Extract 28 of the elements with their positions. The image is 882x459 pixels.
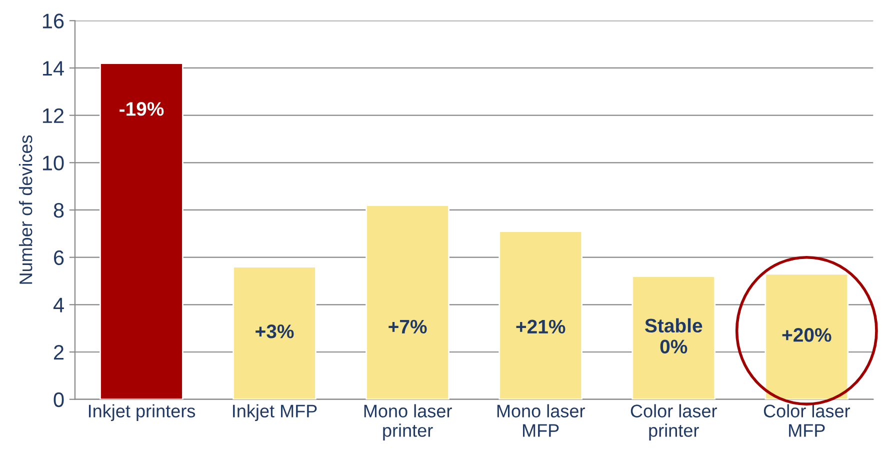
y-tick-label: 0 (54, 392, 64, 408)
y-tick-label: 14 (42, 61, 64, 76)
annotation: +21% (516, 320, 566, 334)
y-tick-label: 10 (42, 156, 64, 170)
annotation: -19% (120, 102, 164, 116)
annotation: +3% (256, 324, 294, 338)
x-tick-label: Mono laser printer (364, 404, 452, 440)
annotation: +20% (782, 328, 832, 342)
y-tick-label: 12 (42, 108, 64, 123)
bar (498, 230, 583, 400)
x-tick-label: Color laser MFP (764, 404, 850, 437)
bar (100, 62, 184, 400)
y-tick-label: 16 (42, 14, 64, 28)
bar (764, 273, 849, 400)
y-tick-label: 2 (54, 344, 64, 360)
x-tick-label: Mono laser MFP (497, 404, 585, 437)
bar (632, 276, 716, 400)
bar (232, 266, 316, 400)
bar (366, 204, 450, 400)
y-tick-label: 8 (54, 202, 64, 218)
y-tick-label: 4 (53, 298, 64, 312)
y-axis-title: Number of devices (18, 135, 32, 284)
x-tick-label: Color laser printer (630, 404, 717, 440)
annotation: +7% (388, 320, 427, 334)
x-tick-label: Inkjet printers (88, 404, 196, 422)
y-tick-label: 6 (54, 250, 64, 266)
x-tick-label: Inkjet MFP (233, 404, 317, 422)
annotation: Stable 0% (645, 318, 702, 354)
